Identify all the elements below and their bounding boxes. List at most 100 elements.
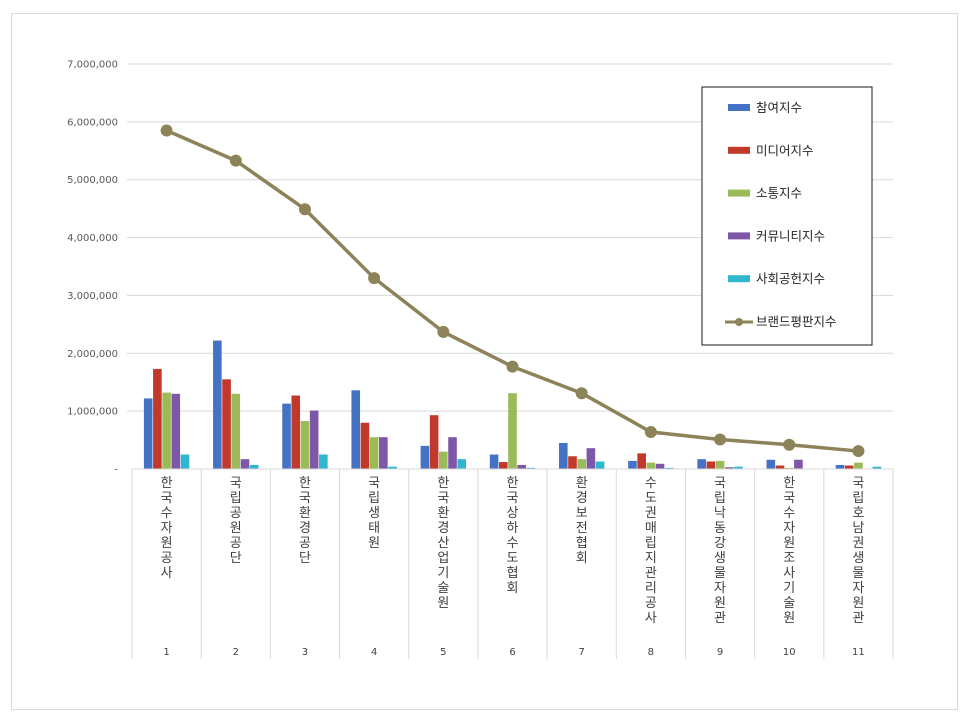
bar: [448, 437, 457, 469]
bar: [706, 461, 716, 469]
bar: [180, 454, 190, 469]
brand-index-point: [368, 272, 381, 285]
bar: [457, 459, 467, 469]
legend-swatch: [728, 232, 750, 240]
bar: [143, 398, 153, 469]
y-axis-ticks: - 1,000,000 2,000,000 3,000,000 4,000,000 5,0…: [67, 60, 118, 476]
bar: [577, 459, 586, 469]
bar: [379, 437, 388, 469]
bar: [319, 454, 328, 469]
bar: [300, 420, 310, 469]
bar: [766, 459, 776, 469]
brand-index-point: [575, 387, 588, 400]
bar: [369, 437, 379, 469]
bar: [309, 410, 319, 469]
bar: [835, 464, 845, 469]
bars: [143, 340, 882, 469]
brand-index-point: [298, 203, 311, 216]
bar: [282, 403, 291, 469]
bar: [628, 460, 637, 469]
bar: [153, 368, 162, 469]
x-axis: 한 국 수 자 원 공 사 1 국 립 공 원 공 단 2 한 국 환 경 공 단 3 국 립 생 태 원 4 한 국 환 경 산 업 기 술 원 5 한 국…: [131, 468, 894, 659]
bar: [655, 463, 665, 469]
bar: [351, 390, 361, 469]
bar: [734, 466, 743, 469]
brand-index-point: [644, 425, 657, 438]
bar: [517, 464, 526, 469]
brand-index-line: [160, 124, 865, 458]
legend-label: 참여지수: [756, 100, 802, 115]
brand-index-point: [783, 438, 796, 451]
bar: [240, 459, 250, 469]
category-number: 11: [852, 647, 865, 658]
bar: [595, 461, 605, 469]
bar: [489, 454, 499, 469]
brand-reputation-chart: - 1,000,000 2,000,000 3,000,000 4,000,000 5,0…: [67, 60, 894, 659]
brand-index-point: [506, 360, 519, 373]
bar: [724, 467, 734, 469]
bar: [420, 445, 430, 469]
bar: [231, 393, 241, 469]
category-number: 2: [233, 647, 239, 658]
legend-swatch: [728, 104, 750, 111]
bar: [664, 467, 674, 469]
brand-index-point: [437, 325, 450, 338]
legend-label: 사회공헌지수: [756, 271, 825, 286]
y-tick-label: 7,000,000: [67, 60, 118, 71]
category-number: 4: [371, 647, 377, 658]
y-tick-label: 6,000,000: [67, 117, 118, 128]
brand-index-point: [852, 445, 865, 458]
bar: [388, 466, 397, 469]
bar: [508, 393, 517, 469]
category-number: 7: [578, 647, 584, 658]
bar: [499, 462, 508, 469]
brand-index-point: [714, 433, 727, 446]
legend-label: 미디어지수: [756, 143, 814, 158]
category-number: 1: [163, 647, 169, 658]
category-number: 6: [509, 647, 515, 658]
category-number: 5: [440, 647, 446, 658]
bar: [775, 465, 785, 469]
gridlines: [127, 63, 893, 412]
bar: [249, 464, 259, 469]
legend-swatch: [728, 189, 750, 197]
bar: [171, 393, 181, 469]
y-tick-label: -: [114, 465, 118, 476]
brand-index-point: [229, 154, 242, 167]
bar: [360, 422, 370, 469]
legend-line-marker: [735, 318, 743, 326]
chart-frame: - 1,000,000 2,000,000 3,000,000 4,000,000 5,0…: [11, 13, 958, 710]
y-tick-label: 4,000,000: [67, 233, 118, 244]
legend-label: 브랜드평판지수: [756, 314, 837, 329]
brand-index-point: [160, 124, 173, 137]
bar: [439, 451, 448, 469]
bar: [526, 467, 536, 469]
y-tick-label: 5,000,000: [67, 175, 118, 186]
bar: [646, 462, 656, 469]
y-tick-label: 1,000,000: [67, 407, 118, 418]
bar: [715, 460, 725, 469]
bar: [637, 453, 646, 469]
bar: [222, 379, 231, 469]
bar: [213, 340, 222, 469]
category-number: 9: [717, 647, 723, 658]
bar: [291, 395, 301, 469]
legend-label: 커뮤니티지수: [756, 228, 825, 243]
bar: [794, 459, 803, 469]
bar: [697, 459, 706, 469]
category-number: 3: [302, 647, 308, 658]
bar: [844, 465, 854, 469]
bar: [162, 392, 171, 469]
legend-box: [701, 86, 873, 346]
